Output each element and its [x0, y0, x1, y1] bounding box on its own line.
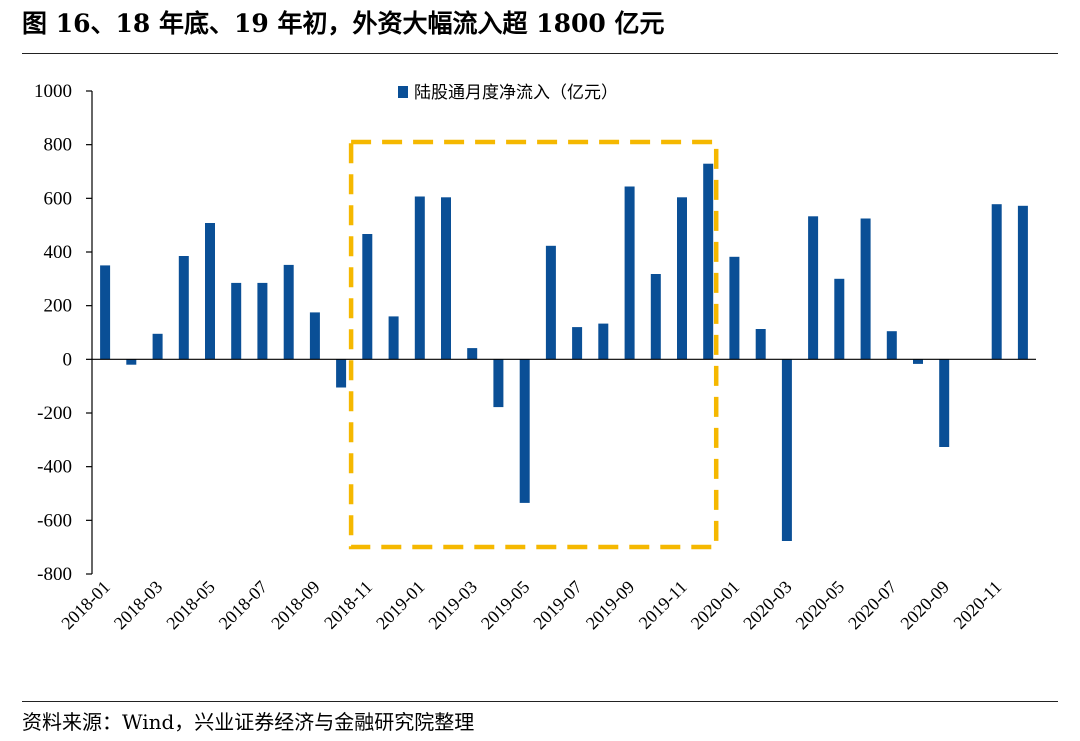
- x-tick-label: 2018-11: [320, 577, 376, 633]
- bar-2020-09: [939, 359, 950, 447]
- x-tick-label: 2019-05: [477, 577, 534, 634]
- bar-2019-10: [650, 274, 661, 360]
- bar-2018-08: [283, 264, 294, 360]
- y-tick-label: -600: [37, 510, 72, 531]
- x-tick-label: 2018-03: [110, 577, 167, 634]
- y-tick-label: -800: [37, 564, 72, 585]
- bar-2020-12: [1017, 205, 1028, 360]
- bar-2019-11: [677, 197, 687, 360]
- bar-2019-04: [493, 359, 504, 408]
- y-tick-label: 0: [63, 349, 73, 370]
- footer-divider: [22, 701, 1058, 702]
- bar-2020-06: [860, 218, 871, 360]
- bar-2018-11: [362, 234, 373, 360]
- bar-2020-04: [808, 216, 819, 360]
- legend-swatch: [398, 86, 408, 98]
- bar-2018-12: [388, 316, 399, 360]
- y-axis-ticks: 1000 800 600 400 200 0 -200 -400 -600 -800: [34, 81, 92, 585]
- bar-2019-01: [414, 196, 425, 360]
- source-note: 资料来源：Wind，兴业证券经济与金融研究院整理: [22, 710, 475, 734]
- bar-2018-03: [152, 333, 163, 360]
- y-tick-label: -400: [37, 457, 72, 478]
- bar-2019-07: [572, 327, 583, 360]
- bar-2018-05: [205, 223, 215, 360]
- legend-label: 陆股通月度净流入（亿元）: [414, 83, 618, 103]
- bar-2019-06: [545, 245, 556, 360]
- bar-2019-05: [519, 359, 530, 503]
- x-tick-label: 2020-03: [739, 577, 796, 634]
- x-tick-label: 2018-05: [162, 577, 219, 634]
- x-tick-label: 2020-01: [687, 577, 744, 634]
- bar-2020-11: [991, 204, 1002, 360]
- axes: [91, 91, 1036, 574]
- title-divider: [22, 53, 1058, 54]
- bar-2020-07: [886, 331, 897, 360]
- x-tick-label: 2020-09: [896, 577, 953, 634]
- x-tick-label: 2019-01: [372, 577, 429, 634]
- bar-2018-10: [336, 359, 347, 388]
- x-tick-label: 2020-05: [792, 577, 849, 634]
- x-axis-ticks: 2018-012018-032018-052018-072018-092018-…: [57, 577, 1005, 634]
- bar-2020-02: [755, 329, 766, 360]
- bar-2018-09: [309, 312, 320, 360]
- bar-2019-08: [598, 323, 609, 360]
- bar-2019-02: [441, 197, 451, 360]
- bar-2019-03: [467, 348, 478, 360]
- x-tick-label: 2019-11: [635, 577, 691, 633]
- y-tick-label: -200: [37, 403, 72, 424]
- bar-2020-03: [781, 359, 792, 541]
- x-tick-label: 2020-11: [949, 577, 1005, 633]
- bar-chart: 陆股通月度净流入（亿元） 1000 800 600 400 200 0 -200 -400 -6…: [34, 81, 1036, 634]
- bar-2020-08: [913, 359, 923, 364]
- y-tick-label: 200: [44, 296, 73, 317]
- bar-2019-12: [703, 163, 714, 360]
- bar-2019-09: [624, 186, 635, 360]
- x-tick-label: 2019-09: [582, 577, 639, 634]
- x-tick-label: 2018-09: [267, 577, 324, 634]
- y-tick-label: 600: [44, 188, 73, 209]
- bars: [100, 163, 1028, 541]
- highlight-box: [348, 139, 719, 550]
- x-tick-label: 2019-07: [529, 577, 586, 634]
- bar-2018-02: [126, 359, 137, 365]
- y-tick-label: 1000: [34, 81, 72, 102]
- legend: 陆股通月度净流入（亿元）: [398, 83, 618, 103]
- bar-2018-06: [231, 282, 242, 360]
- x-tick-label: 2019-03: [424, 577, 481, 634]
- x-tick-label: 2018-07: [215, 577, 272, 634]
- bar-2018-01: [100, 265, 111, 360]
- y-tick-label: 800: [44, 135, 73, 156]
- y-tick-label: 400: [44, 242, 73, 263]
- bar-2018-04: [178, 256, 189, 360]
- bar-2020-05: [834, 278, 845, 360]
- x-tick-label: 2020-07: [844, 577, 901, 634]
- chart-title: 图 16、18 年底、19 年初，外资大幅流入超 1800 亿元: [22, 9, 665, 38]
- bar-2020-01: [729, 256, 740, 360]
- x-tick-label: 2018-01: [57, 577, 114, 634]
- bar-2018-07: [257, 282, 268, 360]
